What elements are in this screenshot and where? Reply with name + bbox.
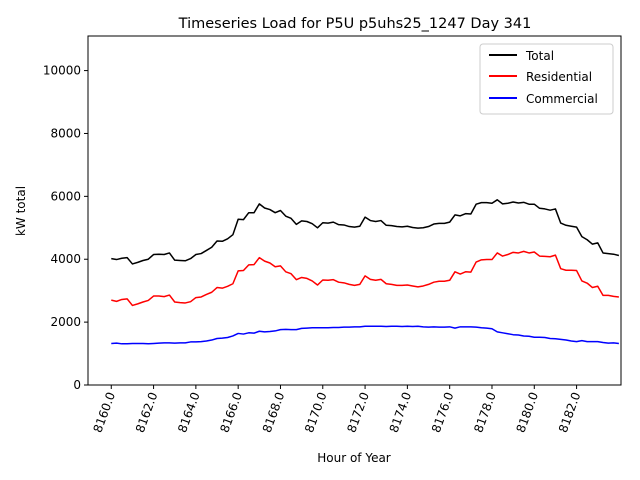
y-tick-label: 6000 — [50, 189, 81, 203]
y-tick-label: 8000 — [50, 126, 81, 140]
x-tick-label: 8160.0 — [91, 390, 119, 434]
y-axis: 0 2000 4000 6000 8000 10000 — [43, 64, 88, 392]
x-tick-label: 8180.0 — [514, 390, 542, 434]
y-tick-label: 2000 — [50, 315, 81, 329]
legend-label-total: Total — [525, 49, 554, 63]
x-tick-label: 8162.0 — [133, 390, 161, 434]
x-tick-label: 8164.0 — [175, 390, 203, 434]
plot-frame — [87, 35, 622, 386]
y-tick-label: 4000 — [50, 252, 81, 266]
y-tick-label: 10000 — [43, 64, 81, 78]
y-tick-label: 0 — [73, 378, 81, 392]
series-line-residential — [111, 250, 619, 307]
x-axis-label: Hour of Year — [317, 451, 391, 465]
x-tick-label: 8174.0 — [387, 390, 415, 434]
x-tick-label: 8172.0 — [344, 390, 372, 434]
plot-series-group — [111, 199, 620, 345]
legend-box — [479, 43, 614, 115]
x-tick-label: 8166.0 — [217, 390, 245, 434]
x-tick-label: 8178.0 — [471, 390, 499, 434]
x-tick-label: 8170.0 — [302, 390, 330, 434]
x-tick-label: 8182.0 — [556, 390, 584, 434]
chart-title: Timeseries Load for P5U p5uhs25_1247 Day… — [178, 16, 532, 32]
series-line-commercial — [111, 325, 619, 345]
x-tick-label: 8176.0 — [429, 390, 457, 434]
y-axis-label: kW total — [14, 186, 28, 236]
legend-label-commercial: Commercial — [526, 92, 598, 106]
series-line-total — [111, 199, 620, 265]
legend: Total Residential Commercial — [479, 43, 614, 115]
x-tick-label: 8168.0 — [260, 390, 288, 434]
x-axis: 8160.0 8162.0 8164.0 8166.0 8168.0 8170.0 8172… — [91, 385, 584, 434]
legend-label-residential: Residential — [526, 70, 592, 84]
